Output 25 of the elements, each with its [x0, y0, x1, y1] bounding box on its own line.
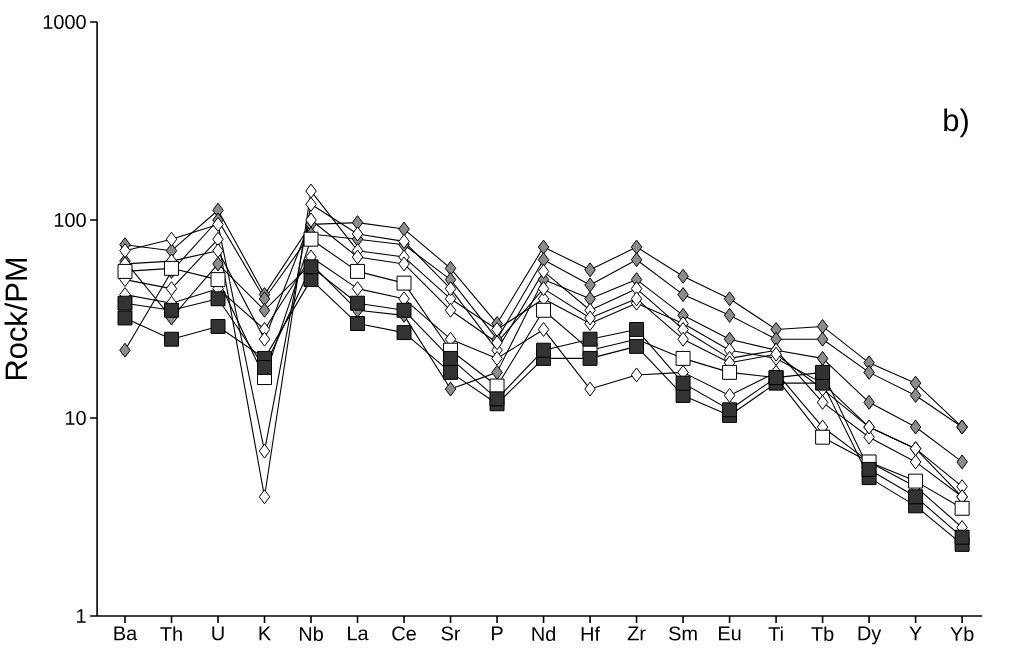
y-tick-label: 10: [65, 410, 86, 426]
x-tick-label: Nd: [532, 626, 555, 642]
x-tick-label: Eu: [719, 626, 741, 641]
x-tick-label: U: [212, 626, 224, 641]
x-tick-label: Zr: [627, 626, 646, 641]
x-tick-label: Ba: [114, 626, 138, 641]
x-tick-label: P: [492, 626, 503, 641]
y-tick-label: 1: [77, 609, 86, 623]
y-tick-label: 1000: [43, 14, 86, 30]
x-tick-label: Hf: [581, 626, 601, 641]
x-tick-label: Sr: [441, 626, 461, 641]
x-tick-label: Tb: [811, 626, 834, 642]
x-tick-label: Ti: [768, 626, 783, 641]
y-axis-title: Rock/PM: [4, 258, 28, 380]
annotation: b): [944, 108, 968, 138]
x-tick-label: Th: [160, 626, 182, 641]
x-tick-label: La: [348, 626, 369, 641]
x-tick-label: Yb: [950, 626, 974, 642]
x-tick-label: Sm: [669, 626, 697, 641]
y-tick-label: 100: [54, 212, 86, 228]
x-tick-label: Y: [909, 626, 922, 641]
x-tick-label: Nb: [299, 626, 323, 642]
x-tick-label: Ce: [392, 626, 416, 641]
x-tick-label: K: [259, 626, 271, 641]
x-tick-label: Dy: [858, 626, 882, 645]
